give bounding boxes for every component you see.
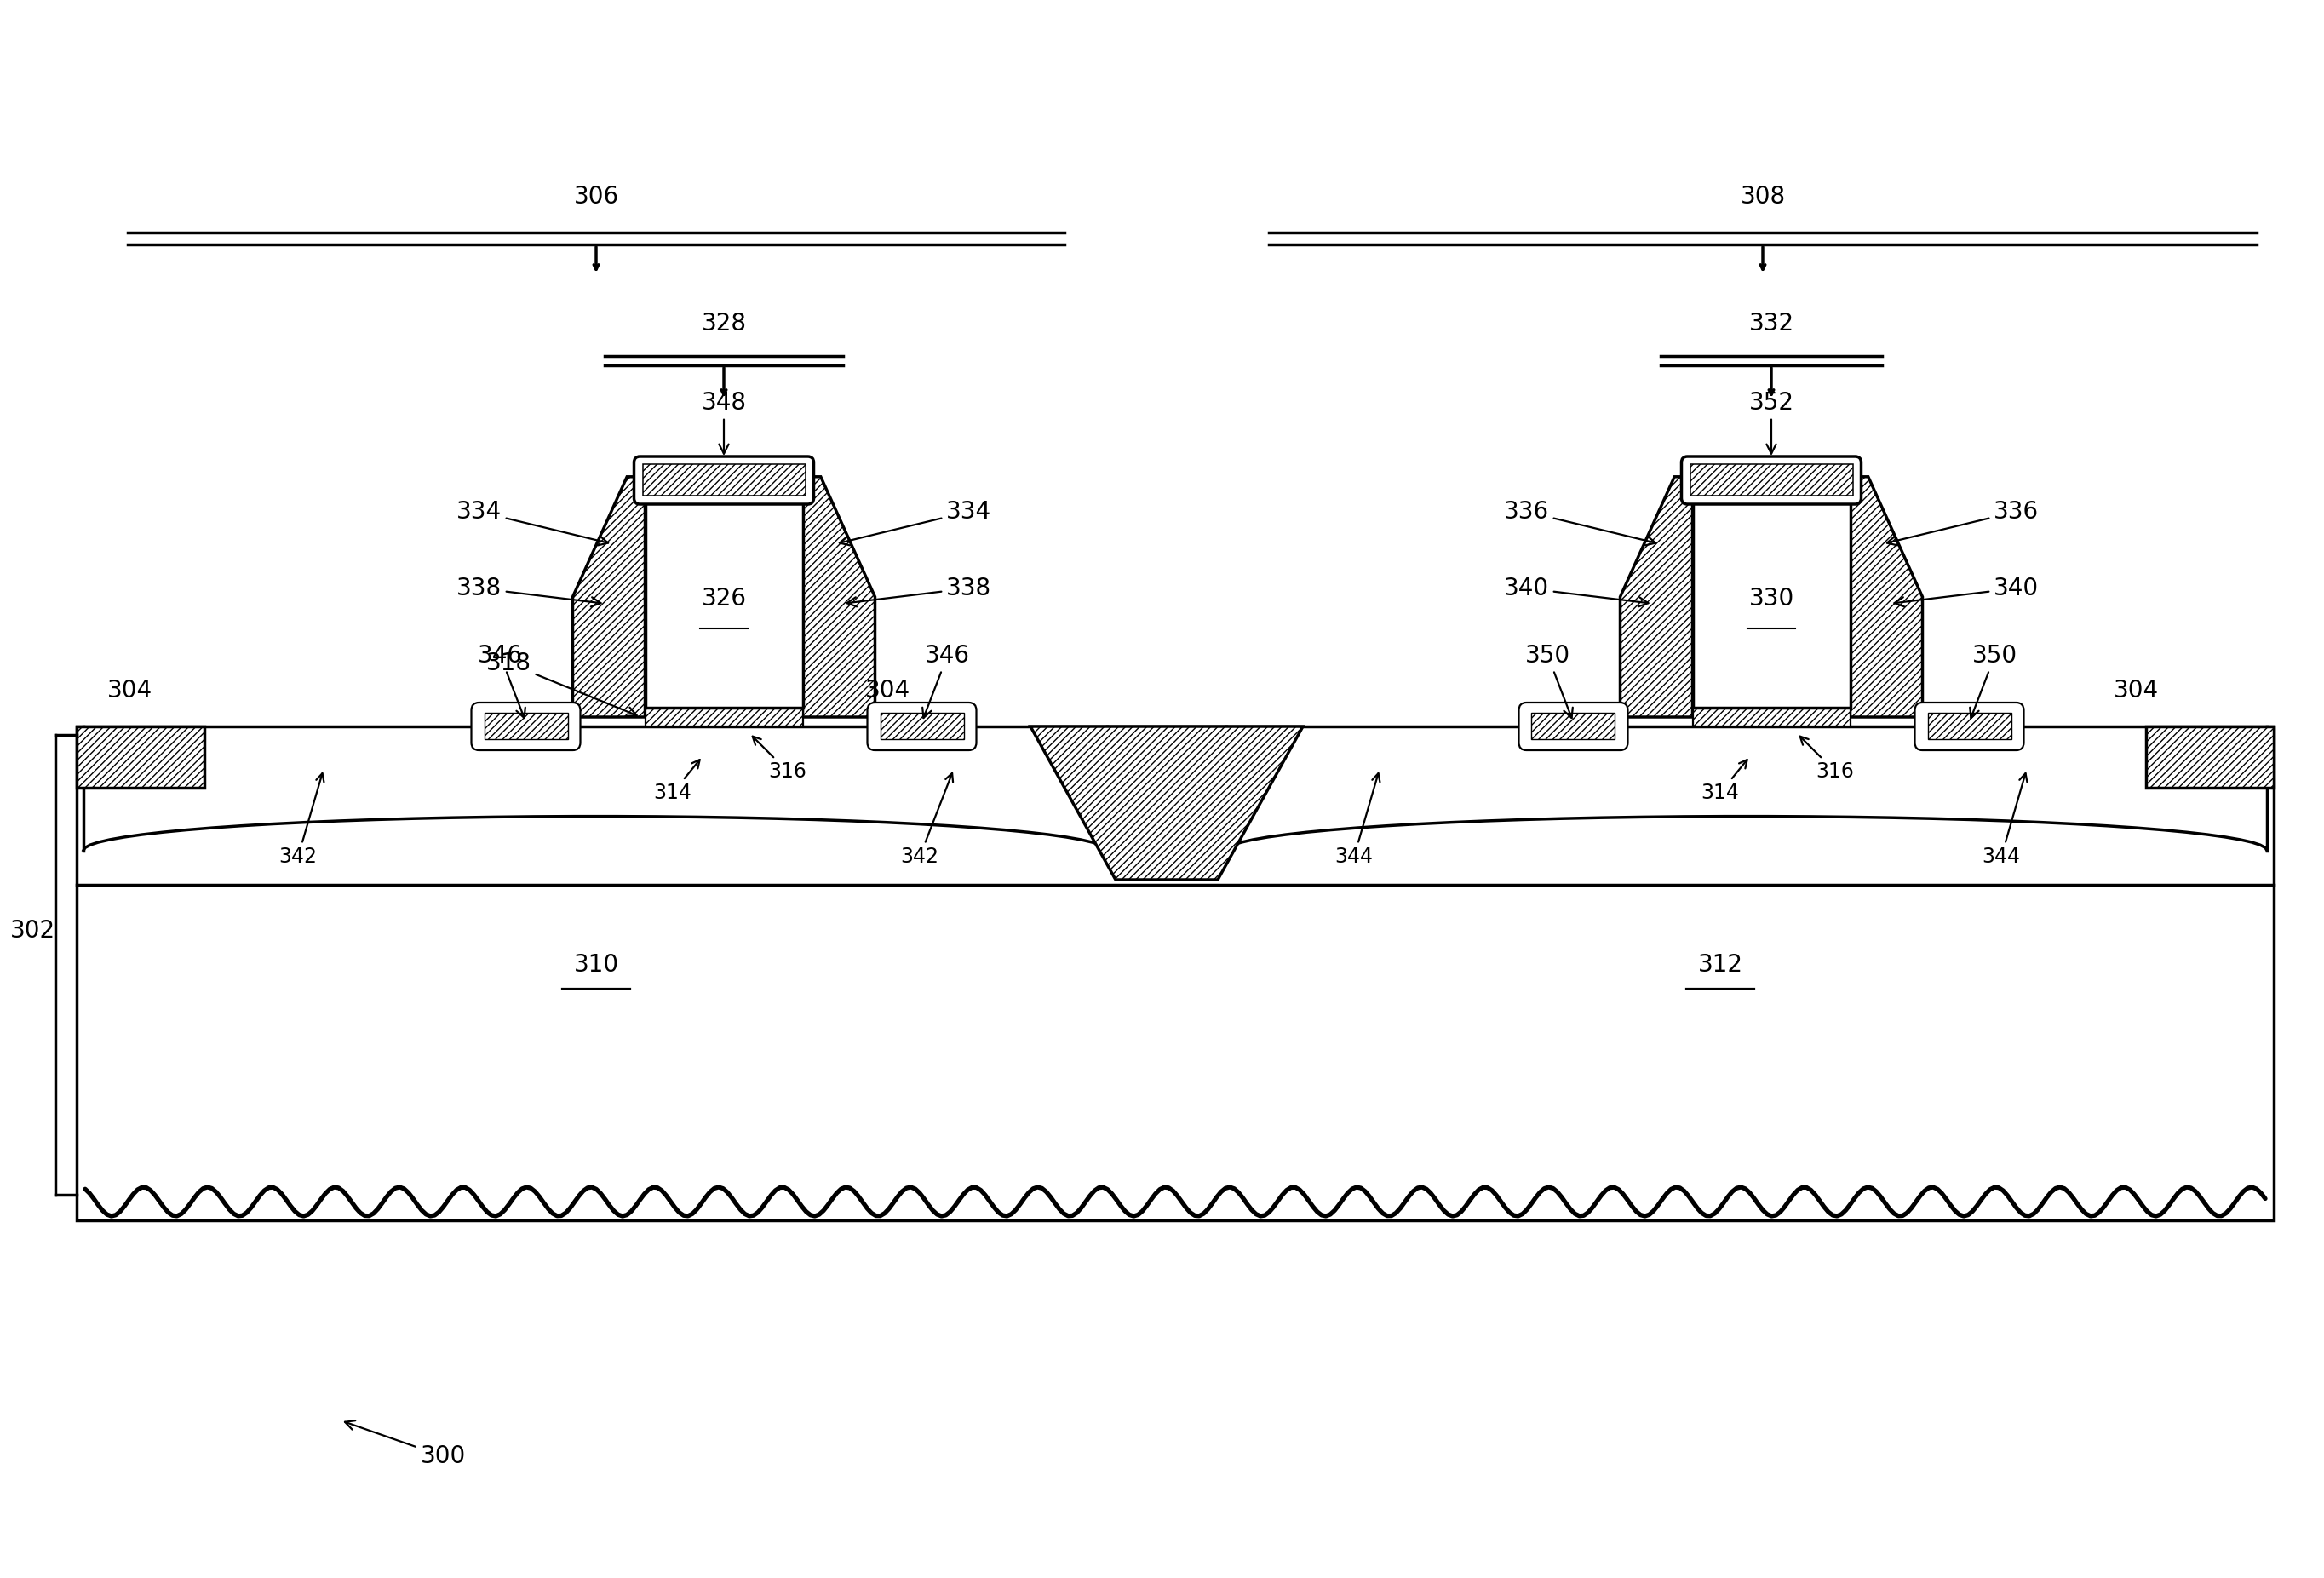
Text: 318: 318 bbox=[486, 652, 637, 716]
Text: 342: 342 bbox=[902, 773, 953, 866]
Text: 340: 340 bbox=[1894, 576, 2038, 606]
Text: 310: 310 bbox=[574, 953, 618, 977]
Bar bbox=[1532, 713, 1615, 739]
Text: 314: 314 bbox=[653, 759, 700, 803]
FancyBboxPatch shape bbox=[472, 702, 581, 750]
Bar bbox=[646, 707, 802, 726]
Polygon shape bbox=[2145, 726, 2273, 787]
Text: 316: 316 bbox=[1801, 737, 1855, 781]
Polygon shape bbox=[572, 477, 646, 716]
Text: 306: 306 bbox=[574, 185, 618, 208]
Bar bbox=[483, 713, 567, 739]
Text: 312: 312 bbox=[1697, 953, 1743, 977]
Text: 338: 338 bbox=[846, 576, 992, 606]
FancyBboxPatch shape bbox=[1915, 702, 2024, 750]
Text: 334: 334 bbox=[839, 500, 992, 546]
Polygon shape bbox=[1030, 726, 1304, 879]
Text: 308: 308 bbox=[1741, 185, 1785, 208]
Text: 340: 340 bbox=[1504, 576, 1648, 606]
Text: 304: 304 bbox=[2113, 679, 2159, 702]
Text: 344: 344 bbox=[1982, 773, 2027, 866]
Text: 300: 300 bbox=[344, 1420, 465, 1468]
Bar bbox=[1692, 499, 1850, 707]
Text: 350: 350 bbox=[1525, 644, 1573, 718]
Text: 342: 342 bbox=[279, 773, 323, 866]
FancyBboxPatch shape bbox=[1520, 702, 1627, 750]
Text: 344: 344 bbox=[1334, 773, 1380, 866]
Text: 328: 328 bbox=[702, 312, 746, 336]
FancyBboxPatch shape bbox=[1683, 456, 1862, 503]
Text: 316: 316 bbox=[753, 737, 806, 781]
Bar bbox=[1690, 464, 1852, 495]
Bar bbox=[1927, 713, 2010, 739]
Text: 348: 348 bbox=[702, 391, 746, 454]
Polygon shape bbox=[1620, 477, 1692, 716]
Text: 330: 330 bbox=[1748, 587, 1794, 611]
Polygon shape bbox=[77, 726, 205, 787]
Text: 304: 304 bbox=[107, 679, 151, 702]
Bar bbox=[881, 713, 964, 739]
Text: 304: 304 bbox=[865, 679, 911, 702]
Text: 352: 352 bbox=[1748, 391, 1794, 454]
Text: 350: 350 bbox=[1971, 644, 2017, 718]
FancyBboxPatch shape bbox=[867, 702, 976, 750]
Text: 336: 336 bbox=[1887, 500, 2038, 546]
Text: 314: 314 bbox=[1701, 759, 1748, 803]
Text: 332: 332 bbox=[1748, 312, 1794, 336]
Text: 302: 302 bbox=[9, 918, 56, 942]
Bar bbox=[641, 464, 804, 495]
Bar bbox=[646, 499, 802, 707]
Bar bbox=[1692, 707, 1850, 726]
Text: 326: 326 bbox=[702, 587, 746, 611]
Text: 346: 346 bbox=[479, 644, 525, 718]
Text: 346: 346 bbox=[923, 644, 969, 718]
Text: 334: 334 bbox=[456, 500, 609, 546]
Polygon shape bbox=[802, 477, 876, 716]
Bar bbox=[77, 726, 2273, 1220]
FancyBboxPatch shape bbox=[634, 456, 813, 503]
Text: 338: 338 bbox=[456, 576, 602, 606]
Text: 336: 336 bbox=[1504, 500, 1655, 546]
Polygon shape bbox=[1850, 477, 1922, 716]
